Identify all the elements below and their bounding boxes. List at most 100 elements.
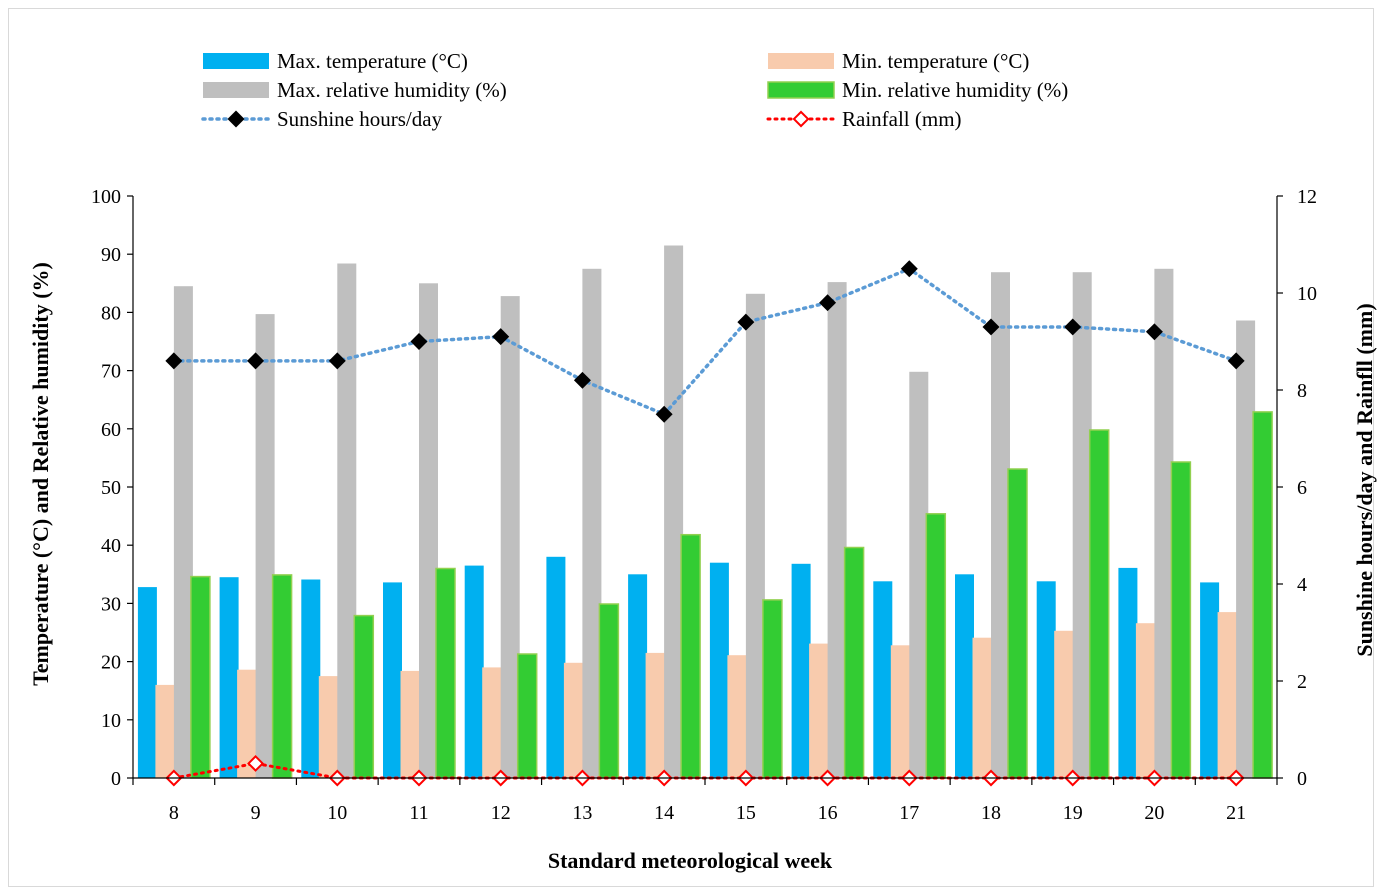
x-tick-label: 14 bbox=[654, 802, 674, 824]
sunshine-point-8 bbox=[165, 352, 183, 370]
legend-item-4: Min. relative humidity (%) bbox=[767, 78, 1068, 102]
bar-min-11 bbox=[435, 567, 456, 779]
bar-max-10 bbox=[301, 579, 321, 778]
bar-min-19 bbox=[1054, 630, 1074, 778]
y-right-tick-label: 4 bbox=[1297, 574, 1307, 596]
x-tick-label: 12 bbox=[491, 802, 511, 824]
x-tick-label: 17 bbox=[899, 802, 919, 824]
y-right-tick-label: 6 bbox=[1297, 477, 1307, 499]
bar-min-17 bbox=[890, 645, 910, 778]
sunshine-point-13 bbox=[573, 371, 591, 389]
bar-max-14 bbox=[628, 574, 648, 778]
y-left-tick-label: 100 bbox=[91, 186, 121, 208]
bar-max-21 bbox=[1200, 582, 1220, 778]
bar-max-15 bbox=[709, 562, 729, 778]
legend-item-3: Max. relative humidity (%) bbox=[203, 78, 507, 102]
bar-min-12 bbox=[516, 653, 538, 779]
sunshine-point-15 bbox=[737, 313, 755, 331]
bar-max-14 bbox=[664, 245, 684, 778]
x-tick-label: 11 bbox=[409, 802, 428, 824]
legend-item-5: Sunshine hours/day bbox=[201, 107, 443, 131]
sunshine-point-10 bbox=[328, 352, 346, 370]
bar-max-12 bbox=[464, 565, 484, 778]
bar-min-17 bbox=[925, 513, 947, 779]
y-left-tick-label: 40 bbox=[101, 535, 121, 557]
bar-max-11 bbox=[419, 283, 438, 778]
legend-label: Max. relative humidity (%) bbox=[277, 78, 507, 102]
bar-max-8 bbox=[173, 286, 193, 778]
sunshine-point-12 bbox=[492, 328, 510, 346]
bar-max-18 bbox=[991, 272, 1010, 778]
x-tick-label: 9 bbox=[251, 802, 261, 824]
bar-max-16 bbox=[827, 282, 847, 778]
bar-min-14 bbox=[645, 652, 665, 778]
y-right-tick-label: 12 bbox=[1297, 186, 1317, 208]
bar-min-16 bbox=[843, 546, 865, 779]
legend-swatch bbox=[768, 53, 834, 69]
axes: 0 10 20 30 40 50 60 70 80 90 100 0 2 4 6 8 10 12 8 9 10 11 12 1… bbox=[91, 186, 1317, 824]
x-tick-label: 20 bbox=[1144, 802, 1164, 824]
bar-min-19 bbox=[1088, 429, 1110, 779]
legend-swatch bbox=[767, 81, 835, 99]
bar-min-9 bbox=[237, 669, 257, 778]
legend-marker bbox=[227, 110, 245, 128]
bar-max-13 bbox=[582, 268, 602, 779]
legend-swatch bbox=[203, 53, 269, 69]
sunshine-line bbox=[172, 266, 1238, 417]
legend-label: Rainfall (mm) bbox=[842, 107, 962, 131]
bar-max-21 bbox=[1236, 320, 1256, 778]
rainfall-point-9 bbox=[247, 754, 265, 772]
legend: Max. temperature (°C) Min. temperature (°… bbox=[201, 49, 1068, 131]
legend-item-6: Rainfall (mm) bbox=[766, 107, 962, 131]
bar-min-18 bbox=[972, 637, 992, 778]
x-tick-label: 18 bbox=[981, 802, 1001, 824]
bar-max-12 bbox=[500, 296, 520, 778]
y-left-tick-label: 70 bbox=[101, 361, 121, 383]
y-left-tick-label: 30 bbox=[101, 593, 121, 615]
bar-min-12 bbox=[482, 667, 502, 778]
legend-label: Min. temperature (°C) bbox=[842, 49, 1029, 73]
y-left-tick-label: 60 bbox=[101, 419, 121, 441]
legend-item-2: Min. temperature (°C) bbox=[768, 49, 1029, 73]
bar-max-8 bbox=[137, 587, 157, 778]
bar-min-21 bbox=[1217, 612, 1237, 778]
bar-min-20 bbox=[1135, 623, 1155, 778]
y-left-tick-label: 80 bbox=[101, 302, 121, 324]
bar-max-16 bbox=[791, 563, 811, 778]
sunshine-point-17 bbox=[900, 260, 918, 278]
bar-min-13 bbox=[598, 603, 620, 779]
bar-max-13 bbox=[546, 556, 566, 778]
bar-min-15 bbox=[762, 599, 783, 779]
y-right-tick-label: 2 bbox=[1297, 671, 1307, 693]
bar-max-10 bbox=[337, 263, 357, 778]
bar-max-15 bbox=[745, 293, 765, 778]
bar-max-9 bbox=[219, 577, 239, 778]
x-axis-title: Standard meteorological week bbox=[548, 848, 833, 873]
bars bbox=[137, 245, 1273, 779]
bar-min-11 bbox=[400, 670, 420, 778]
bar-min-13 bbox=[563, 662, 583, 778]
x-tick-label: 13 bbox=[572, 802, 592, 824]
bar-max-18 bbox=[955, 574, 974, 778]
bar-min-9 bbox=[271, 574, 293, 779]
sunshine-point-9 bbox=[247, 352, 265, 370]
bar-min-14 bbox=[680, 533, 701, 779]
x-tick-label: 21 bbox=[1226, 802, 1246, 824]
x-tick-label: 15 bbox=[736, 802, 756, 824]
y-left-tick-label: 10 bbox=[101, 710, 121, 732]
bar-min-10 bbox=[318, 676, 338, 778]
sunshine-point-18 bbox=[982, 318, 1000, 336]
y-left-tick-label: 0 bbox=[111, 768, 121, 790]
bar-min-15 bbox=[727, 655, 747, 778]
x-tick-label: 10 bbox=[327, 802, 347, 824]
x-tick-label: 19 bbox=[1063, 802, 1083, 824]
y-right-tick-label: 0 bbox=[1297, 768, 1307, 790]
bar-min-18 bbox=[1007, 468, 1028, 779]
sunshine-point-14 bbox=[655, 405, 673, 423]
bar-max-20 bbox=[1154, 268, 1174, 779]
y-axis-left-title: Temperature (°C) and Relative humidity (… bbox=[28, 262, 53, 686]
y-right-tick-label: 10 bbox=[1297, 283, 1317, 305]
bar-max-20 bbox=[1118, 567, 1138, 778]
legend-label: Min. relative humidity (%) bbox=[842, 78, 1068, 102]
